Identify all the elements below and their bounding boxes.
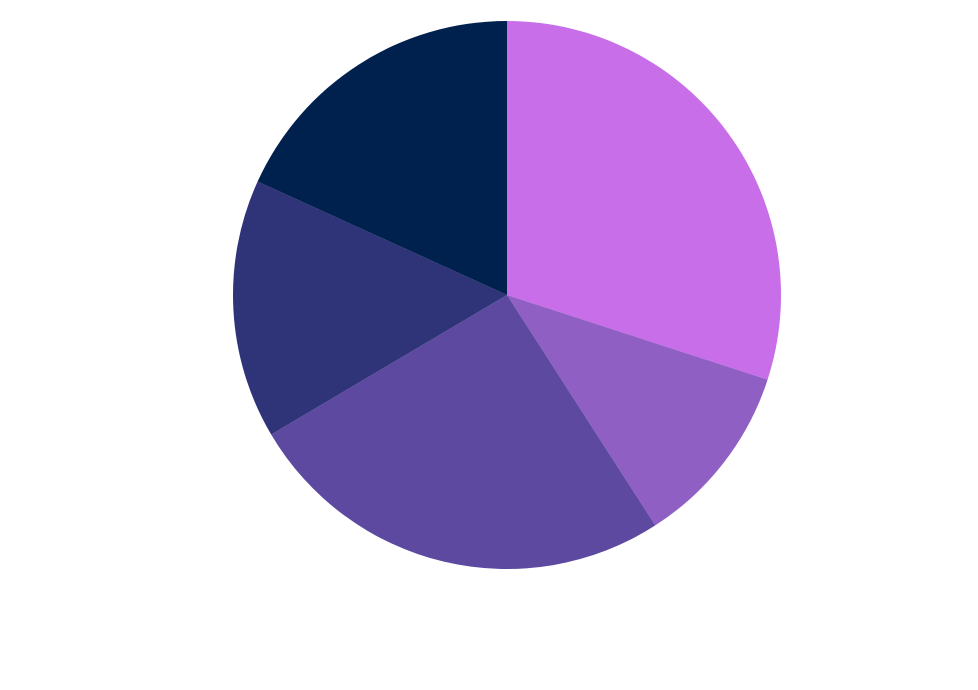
pie-slice-1 xyxy=(507,21,782,380)
pie-slice-3 xyxy=(271,295,656,570)
pie-slice-2 xyxy=(507,295,768,526)
pie-slices xyxy=(232,21,782,570)
pie-slice-4 xyxy=(232,181,507,435)
pie-slice-5 xyxy=(257,21,507,295)
